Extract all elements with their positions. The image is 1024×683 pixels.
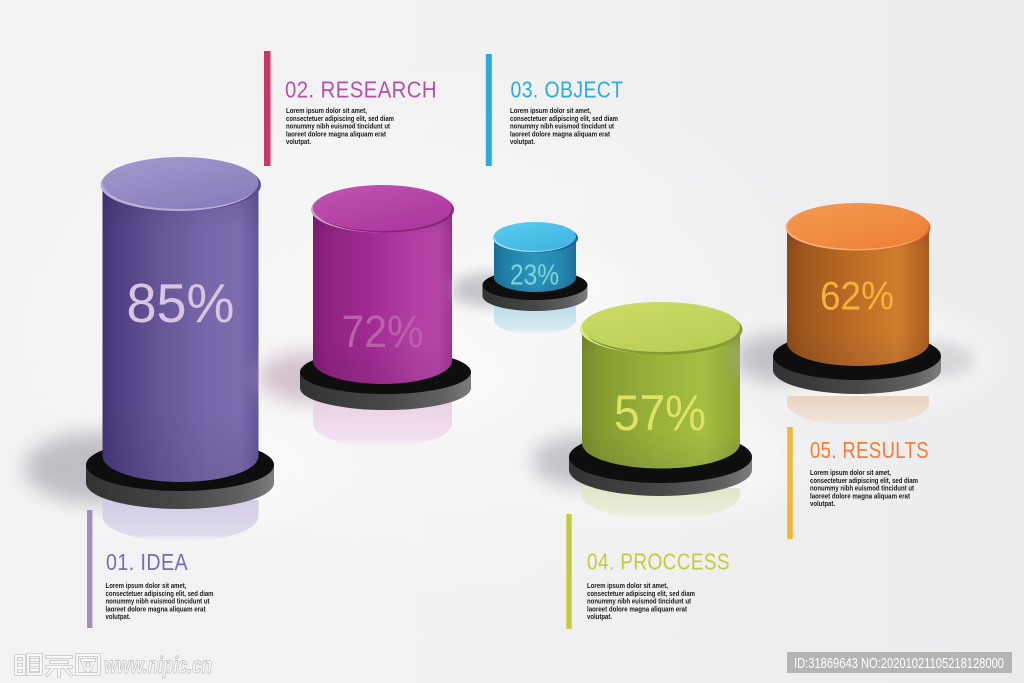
svg-text:volutpat.: volutpat. (286, 139, 311, 146)
svg-text:volutpat.: volutpat. (510, 139, 535, 146)
svg-text:consectetuer adipiscing elit,: consectetuer adipiscing elit, sed diam (286, 116, 394, 123)
svg-text:72%: 72% (342, 306, 424, 357)
svg-text:Lorem ipsum dolor sit amet,: Lorem ipsum dolor sit amet, (286, 108, 367, 115)
svg-text:03. OBJECT: 03. OBJECT (511, 77, 624, 103)
svg-text:laoreet dolore magna aliquam e: laoreet dolore magna aliquam erat (106, 606, 207, 613)
svg-text:01. IDEA: 01. IDEA (106, 549, 188, 575)
svg-text:volutpat.: volutpat. (587, 614, 612, 621)
svg-text:23%: 23% (510, 260, 559, 292)
svg-text:Lorem ipsum dolor sit amet,: Lorem ipsum dolor sit amet, (510, 108, 591, 115)
svg-text:02. RESEARCH: 02. RESEARCH (285, 77, 437, 103)
svg-text:Lorem ipsum dolor sit amet,: Lorem ipsum dolor sit amet, (587, 583, 668, 590)
svg-text:laoreet dolore magna aliquam e: laoreet dolore magna aliquam erat (286, 131, 387, 138)
svg-text:consectetuer adipiscing elit,: consectetuer adipiscing elit, sed diam (810, 478, 918, 485)
svg-text:laoreet dolore magna aliquam e: laoreet dolore magna aliquam erat (587, 606, 688, 613)
svg-text:Lorem ipsum dolor sit amet,: Lorem ipsum dolor sit amet, (106, 583, 187, 590)
svg-text:nonummy nibh euismod tincidunt: nonummy nibh euismod tincidunt ut (286, 124, 391, 131)
svg-text:ID:31869643 NO:202010211052181: ID:31869643 NO:20201021105218128000 (794, 655, 1004, 672)
svg-text:62%: 62% (820, 275, 894, 319)
svg-text:www.nipic.cn: www.nipic.cn (104, 652, 212, 678)
svg-text:57%: 57% (614, 385, 706, 441)
svg-text:volutpat.: volutpat. (810, 501, 835, 508)
svg-text:laoreet dolore magna aliquam e: laoreet dolore magna aliquam erat (510, 131, 611, 138)
svg-text:nonummy nibh euismod tincidunt: nonummy nibh euismod tincidunt ut (810, 486, 915, 493)
svg-text:nonummy nibh euismod tincidunt: nonummy nibh euismod tincidunt ut (587, 599, 692, 606)
svg-text:05. RESULTS: 05. RESULTS (810, 437, 929, 463)
svg-text:laoreet dolore magna aliquam e: laoreet dolore magna aliquam erat (810, 493, 911, 500)
svg-text:consectetuer adipiscing elit,: consectetuer adipiscing elit, sed diam (510, 116, 618, 123)
svg-text:Lorem ipsum dolor sit amet,: Lorem ipsum dolor sit amet, (810, 470, 891, 477)
svg-text:consectetuer adipiscing elit,: consectetuer adipiscing elit, sed diam (106, 591, 214, 598)
svg-text:nonummy nibh euismod tincidunt: nonummy nibh euismod tincidunt ut (106, 599, 211, 606)
svg-text:04. PROCCESS: 04. PROCCESS (587, 549, 730, 575)
svg-text:consectetuer adipiscing elit,: consectetuer adipiscing elit, sed diam (587, 591, 695, 598)
svg-text:nonummy nibh euismod tincidunt: nonummy nibh euismod tincidunt ut (510, 124, 615, 131)
svg-text:volutpat.: volutpat. (106, 614, 131, 621)
svg-text:85%: 85% (127, 272, 235, 334)
